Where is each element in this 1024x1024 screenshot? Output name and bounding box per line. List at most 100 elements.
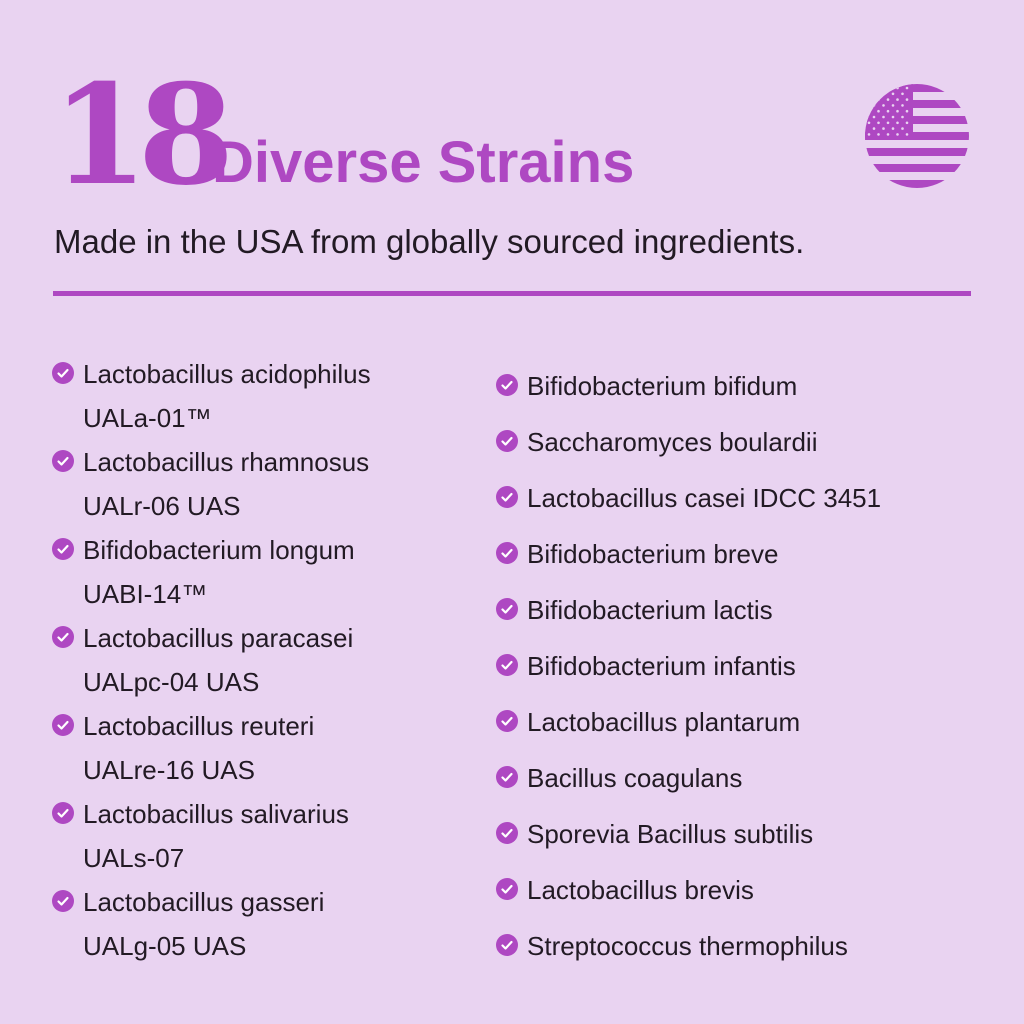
star [882, 115, 885, 119]
strain-item: Bifidobacterium lactis [496, 582, 881, 638]
star [872, 115, 876, 119]
strain-list-right: Bifidobacterium bifidum Saccharomyces bou… [496, 358, 881, 974]
strain-name: Lactobacillus acidophilus [83, 359, 371, 389]
strain-item: Bifidobacterium bifidum [496, 358, 881, 414]
check-circle-icon [496, 766, 518, 788]
star [896, 98, 899, 101]
star [901, 127, 904, 130]
star [886, 98, 890, 101]
subtitle: Made in the USA from globally sourced in… [54, 223, 805, 260]
star [867, 98, 871, 101]
strain-code: UABI-14™ [83, 579, 208, 609]
star [867, 121, 871, 125]
check-circle-icon [496, 878, 518, 900]
strain-name: Lactobacillus rhamnosus [83, 447, 370, 477]
strain-code: UALs-07 [83, 843, 185, 873]
strain-name: Bifidobacterium breve [527, 539, 779, 569]
star [867, 86, 871, 90]
check-circle-icon [496, 486, 518, 508]
star [891, 115, 895, 119]
check-circle-icon [496, 374, 518, 396]
strain-count: 18 [52, 53, 234, 216]
strain-name: Streptococcus thermophilus [527, 931, 848, 961]
star [882, 127, 885, 130]
strain-item: Lactobacillus salivarius UALs-07 [52, 792, 371, 880]
star [891, 104, 895, 107]
strain-name: Lactobacillus salivarius [83, 799, 349, 829]
check-circle-icon [52, 890, 74, 912]
strain-name: Saccharomyces boulardii [527, 427, 818, 457]
check-circle-icon [52, 802, 74, 824]
strain-item: Saccharomyces boulardii [496, 414, 881, 470]
strain-name: Bifidobacterium longum [83, 535, 355, 565]
strain-item: Bifidobacterium infantis [496, 638, 881, 694]
star [896, 109, 899, 113]
strain-item: Lactobacillus brevis [496, 862, 881, 918]
star [905, 121, 909, 125]
check-circle-icon [496, 598, 518, 620]
strain-name: Lactobacillus plantarum [527, 707, 801, 737]
usa-flag-icon [865, 84, 969, 188]
star [872, 104, 876, 107]
star [905, 109, 909, 113]
star [872, 127, 876, 130]
strain-item: Bifidobacterium breve [496, 526, 881, 582]
strain-item: Sporevia Bacillus subtilis [496, 806, 881, 862]
star [905, 86, 909, 90]
strain-item: Lactobacillus reuteri UALre-16 UAS [52, 704, 371, 792]
star [905, 98, 909, 101]
check-circle-icon [496, 710, 518, 732]
star [882, 92, 885, 96]
strain-name: Bifidobacterium infantis [527, 651, 796, 681]
check-circle-icon [52, 626, 74, 648]
check-circle-icon [52, 450, 74, 472]
star [877, 98, 880, 101]
strain-item: Bifidobacterium longum UABI-14™ [52, 528, 371, 616]
star [901, 104, 904, 107]
star [877, 133, 880, 136]
star [891, 92, 895, 96]
strain-name: Bifidobacterium lactis [527, 595, 773, 625]
strain-code: UALpc-04 UAS [83, 667, 260, 697]
strain-item: Bacillus coagulans [496, 750, 881, 806]
strain-item: Lactobacillus gasseri UALg-05 UAS [52, 880, 371, 968]
strain-code: UALa-01™ [83, 403, 212, 433]
check-circle-icon [52, 714, 74, 736]
star [867, 133, 871, 136]
strain-item: Lactobacillus acidophilus UALa-01™ [52, 352, 371, 440]
star [896, 86, 899, 90]
strain-name: Lactobacillus reuteri [83, 711, 315, 741]
star [886, 86, 890, 90]
strain-name: Bacillus coagulans [527, 763, 743, 793]
star [877, 86, 880, 90]
star [882, 104, 885, 107]
strain-item: Lactobacillus rhamnosus UALr-06 UAS [52, 440, 371, 528]
strain-item: Lactobacillus plantarum [496, 694, 881, 750]
page-title: Diverse Strains [212, 130, 635, 195]
check-circle-icon [496, 654, 518, 676]
check-circle-icon [496, 542, 518, 564]
strain-code: UALre-16 UAS [83, 755, 255, 785]
strain-item: Lactobacillus casei IDCC 3451 [496, 470, 881, 526]
strain-name: Bifidobacterium bifidum [527, 371, 798, 401]
check-circle-icon [496, 934, 518, 956]
star [872, 92, 876, 96]
strain-item: Lactobacillus paracasei UALpc-04 UAS [52, 616, 371, 704]
star [867, 109, 871, 113]
star [896, 133, 899, 136]
strain-name: Lactobacillus gasseri [83, 887, 325, 917]
strain-list-left: Lactobacillus acidophilus UALa-01™ Lactoba… [52, 352, 371, 968]
star [901, 115, 904, 119]
strain-item: Streptococcus thermophilus [496, 918, 881, 974]
check-circle-icon [496, 430, 518, 452]
strain-name: Lactobacillus paracasei [83, 623, 354, 653]
star [886, 109, 890, 113]
check-circle-icon [496, 822, 518, 844]
star [905, 133, 909, 136]
strain-name: Lactobacillus casei IDCC 3451 [527, 483, 882, 513]
star [901, 92, 904, 96]
star [886, 133, 890, 136]
strain-name: Lactobacillus brevis [527, 875, 754, 905]
divider [53, 291, 971, 296]
star [886, 121, 890, 125]
